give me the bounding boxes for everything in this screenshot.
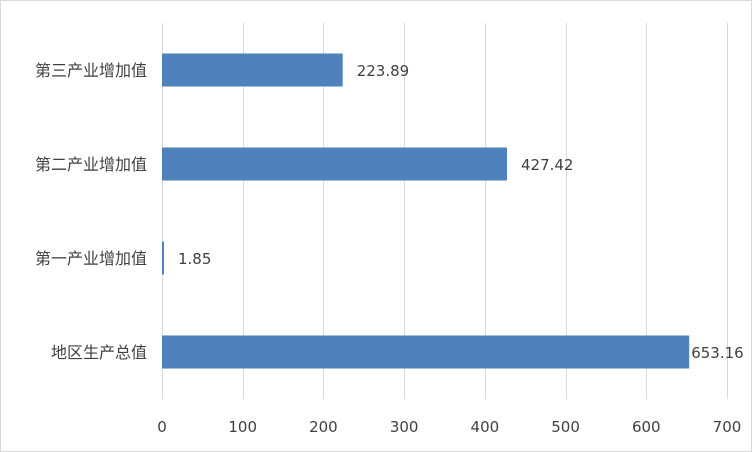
data-label: 427.42 [521,156,574,174]
category-label: 第一产业增加值 [35,249,147,268]
x-tick-label: 0 [157,418,167,436]
x-tick-label: 700 [713,418,742,436]
x-tick-label: 300 [390,418,419,436]
category-label: 地区生产总值 [51,343,147,362]
x-axis-tick-labels: 0 100 200 300 400 500 600 700 [157,418,741,436]
data-label: 1.85 [178,250,211,268]
bar [162,53,343,87]
x-tick-label: 200 [309,418,338,436]
x-tick-label: 100 [228,418,257,436]
bar [162,147,507,181]
category-label: 第二产业增加值 [35,155,147,174]
bar [162,241,164,275]
data-labels: 223.89 427.42 1.85 653.16 [178,62,744,362]
data-label: 223.89 [357,62,410,80]
data-label: 653.16 [691,344,744,362]
x-tick-label: 400 [471,418,500,436]
bars [162,53,690,369]
category-label: 第三产业增加值 [35,61,147,80]
x-tick-label: 500 [551,418,580,436]
bar [162,335,690,369]
x-tick-label: 600 [632,418,661,436]
